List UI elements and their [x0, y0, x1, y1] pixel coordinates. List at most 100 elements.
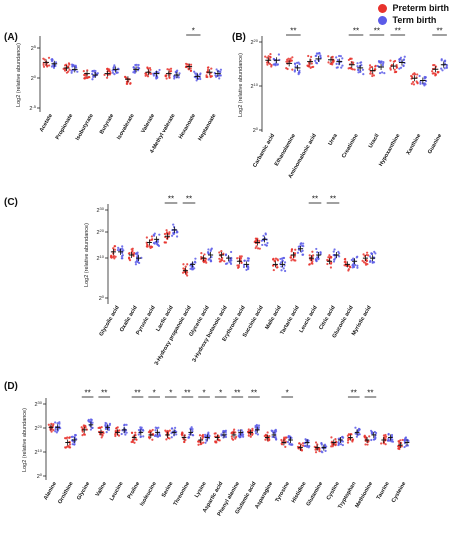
- data-point: [272, 257, 275, 260]
- data-point: [114, 434, 117, 438]
- data-point: [378, 60, 381, 63]
- data-group-preterm: [363, 434, 371, 446]
- data-point: [124, 429, 127, 433]
- data-group-term: [111, 64, 120, 76]
- significance-marker: **: [351, 389, 357, 398]
- data-group-term: [70, 63, 79, 74]
- data-point: [266, 63, 269, 66]
- data-point: [68, 443, 72, 446]
- y-tick-label: 230: [34, 400, 42, 408]
- data-point: [191, 429, 194, 433]
- data-point: [146, 244, 149, 247]
- data-group-term: [173, 69, 181, 80]
- data-group-term: [260, 232, 269, 247]
- panel-label: (C): [4, 197, 18, 208]
- data-group-term: [137, 426, 145, 439]
- legend-item-preterm: Preterm birth: [378, 2, 449, 14]
- y-tick-label: 20: [253, 126, 259, 134]
- data-point: [105, 422, 108, 425]
- data-point: [186, 271, 189, 274]
- data-point: [97, 426, 100, 430]
- data-point: [275, 266, 279, 269]
- data-group-preterm: [313, 441, 321, 454]
- data-point: [301, 442, 305, 445]
- data-point: [338, 255, 341, 258]
- data-point: [364, 262, 367, 265]
- data-point: [279, 257, 282, 261]
- x-tick-label: Urea: [328, 132, 340, 146]
- significance-marker: **: [312, 195, 318, 204]
- data-point: [440, 58, 443, 61]
- data-point: [115, 427, 118, 430]
- data-point: [204, 260, 207, 263]
- data-point: [240, 255, 243, 258]
- data-point: [135, 438, 138, 441]
- data-point: [64, 437, 67, 440]
- data-point: [157, 244, 161, 248]
- data-point: [258, 239, 261, 242]
- y-tick-label: 20: [31, 74, 37, 82]
- data-point: [66, 436, 69, 439]
- data-point: [261, 243, 264, 247]
- data-point: [125, 76, 128, 80]
- data-point: [185, 65, 188, 68]
- data-point: [230, 431, 234, 434]
- data-point: [359, 70, 362, 73]
- data-point: [437, 70, 440, 74]
- data-group-term: [279, 256, 287, 273]
- data-group-preterm: [80, 424, 89, 437]
- data-point: [82, 424, 85, 427]
- y-axis-label: Log2 (relative abundance): [84, 223, 90, 287]
- data-point: [311, 258, 314, 261]
- data-point: [399, 56, 403, 59]
- y-tick-label: 210: [34, 448, 42, 456]
- x-tick-label: Cysteine: [391, 481, 408, 504]
- data-group-term: [272, 53, 281, 67]
- data-point: [265, 61, 269, 64]
- data-point: [47, 423, 50, 426]
- data-group-preterm: [145, 235, 154, 250]
- data-point: [294, 65, 297, 68]
- data-point: [374, 252, 377, 255]
- data-point: [268, 57, 271, 61]
- y-tick-label: 25: [31, 44, 37, 52]
- data-point: [200, 252, 203, 255]
- data-group-term: [116, 245, 125, 260]
- data-point: [256, 433, 259, 436]
- data-point: [393, 68, 396, 71]
- panel-4: (D) 230 220 210 20 Log2 (relative abundance) A…: [4, 381, 410, 517]
- data-point: [340, 66, 343, 69]
- data-point: [332, 260, 336, 263]
- data-group-preterm: [330, 436, 338, 448]
- data-point: [362, 253, 365, 256]
- data-point: [329, 266, 333, 269]
- x-tick-label: Creatinine: [341, 133, 360, 159]
- data-point: [111, 69, 114, 72]
- data-point: [42, 65, 46, 68]
- data-point: [284, 269, 287, 273]
- data-point: [343, 258, 346, 261]
- data-point: [214, 440, 217, 443]
- data-point: [163, 232, 166, 236]
- data-point: [114, 429, 117, 433]
- data-point: [300, 242, 303, 245]
- data-group-term: [132, 63, 141, 74]
- data-point: [287, 60, 290, 63]
- x-tick-label: Leucic acid: [299, 305, 319, 334]
- data-point: [71, 65, 75, 68]
- x-tick-label: Lysine: [194, 481, 208, 499]
- data-group-preterm: [368, 64, 377, 78]
- data-point: [210, 67, 213, 70]
- data-group-term: [153, 426, 162, 438]
- data-point: [133, 441, 136, 444]
- data-point: [291, 56, 294, 59]
- data-point: [404, 438, 407, 442]
- data-point: [318, 448, 321, 451]
- data-point: [103, 73, 106, 76]
- data-point: [369, 259, 372, 262]
- data-point: [70, 69, 73, 72]
- data-point: [307, 54, 310, 58]
- data-group-term: [152, 232, 161, 248]
- data-point: [319, 251, 322, 254]
- data-point: [413, 72, 416, 75]
